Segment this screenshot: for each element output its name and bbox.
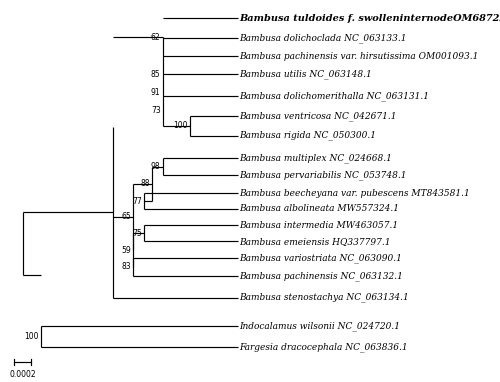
Text: Bambusa pervariabilis NC_053748.1: Bambusa pervariabilis NC_053748.1 [239, 170, 406, 180]
Text: Bambusa dolichomerithalla NC_063131.1: Bambusa dolichomerithalla NC_063131.1 [239, 91, 429, 101]
Text: 83: 83 [122, 262, 131, 271]
Text: Bambusa pachinensis NC_063132.1: Bambusa pachinensis NC_063132.1 [239, 271, 402, 281]
Text: 59: 59 [121, 246, 131, 254]
Text: 75: 75 [132, 229, 141, 238]
Text: Bambusa ventricosa NC_042671.1: Bambusa ventricosa NC_042671.1 [239, 111, 396, 121]
Text: Bambusa emeiensis HQ337797.1: Bambusa emeiensis HQ337797.1 [239, 237, 390, 246]
Text: Bambusa tuldoides f. swolleninternodeOM687229: Bambusa tuldoides f. swolleninternodeOM6… [239, 14, 500, 23]
Text: 88: 88 [140, 180, 150, 188]
Text: 73: 73 [151, 106, 160, 115]
Text: Indocalamus wilsonii NC_024720.1: Indocalamus wilsonii NC_024720.1 [239, 322, 400, 331]
Text: Bambusa rigida NC_050300.1: Bambusa rigida NC_050300.1 [239, 131, 376, 141]
Text: Bambusa beecheyana var. pubescens MT843581.1: Bambusa beecheyana var. pubescens MT8435… [239, 189, 470, 198]
Text: Bambusa intermedia MW463057.1: Bambusa intermedia MW463057.1 [239, 221, 398, 230]
Text: Bambusa albolineata MW557324.1: Bambusa albolineata MW557324.1 [239, 204, 399, 213]
Text: 100: 100 [174, 121, 188, 130]
Text: Bambusa multiplex NC_024668.1: Bambusa multiplex NC_024668.1 [239, 153, 392, 163]
Text: Bambusa dolichoclada NC_063133.1: Bambusa dolichoclada NC_063133.1 [239, 33, 406, 43]
Text: 100: 100 [24, 332, 39, 342]
Text: 62: 62 [151, 33, 160, 42]
Text: 85: 85 [151, 70, 160, 79]
Text: Bambusa stenostachya NC_063134.1: Bambusa stenostachya NC_063134.1 [239, 293, 408, 303]
Text: 91: 91 [151, 88, 160, 97]
Text: Bambusa pachinensis var. hirsutissima OM001093.1: Bambusa pachinensis var. hirsutissima OM… [239, 52, 478, 61]
Text: Bambusa variostriata NC_063090.1: Bambusa variostriata NC_063090.1 [239, 253, 402, 263]
Text: 98: 98 [151, 162, 160, 171]
Text: Bambusa utilis NC_063148.1: Bambusa utilis NC_063148.1 [239, 69, 372, 79]
Text: 65: 65 [121, 212, 131, 222]
Text: 0.0002: 0.0002 [10, 370, 36, 379]
Text: Fargesia dracocephala NC_063836.1: Fargesia dracocephala NC_063836.1 [239, 343, 408, 352]
Text: 77: 77 [132, 196, 141, 206]
